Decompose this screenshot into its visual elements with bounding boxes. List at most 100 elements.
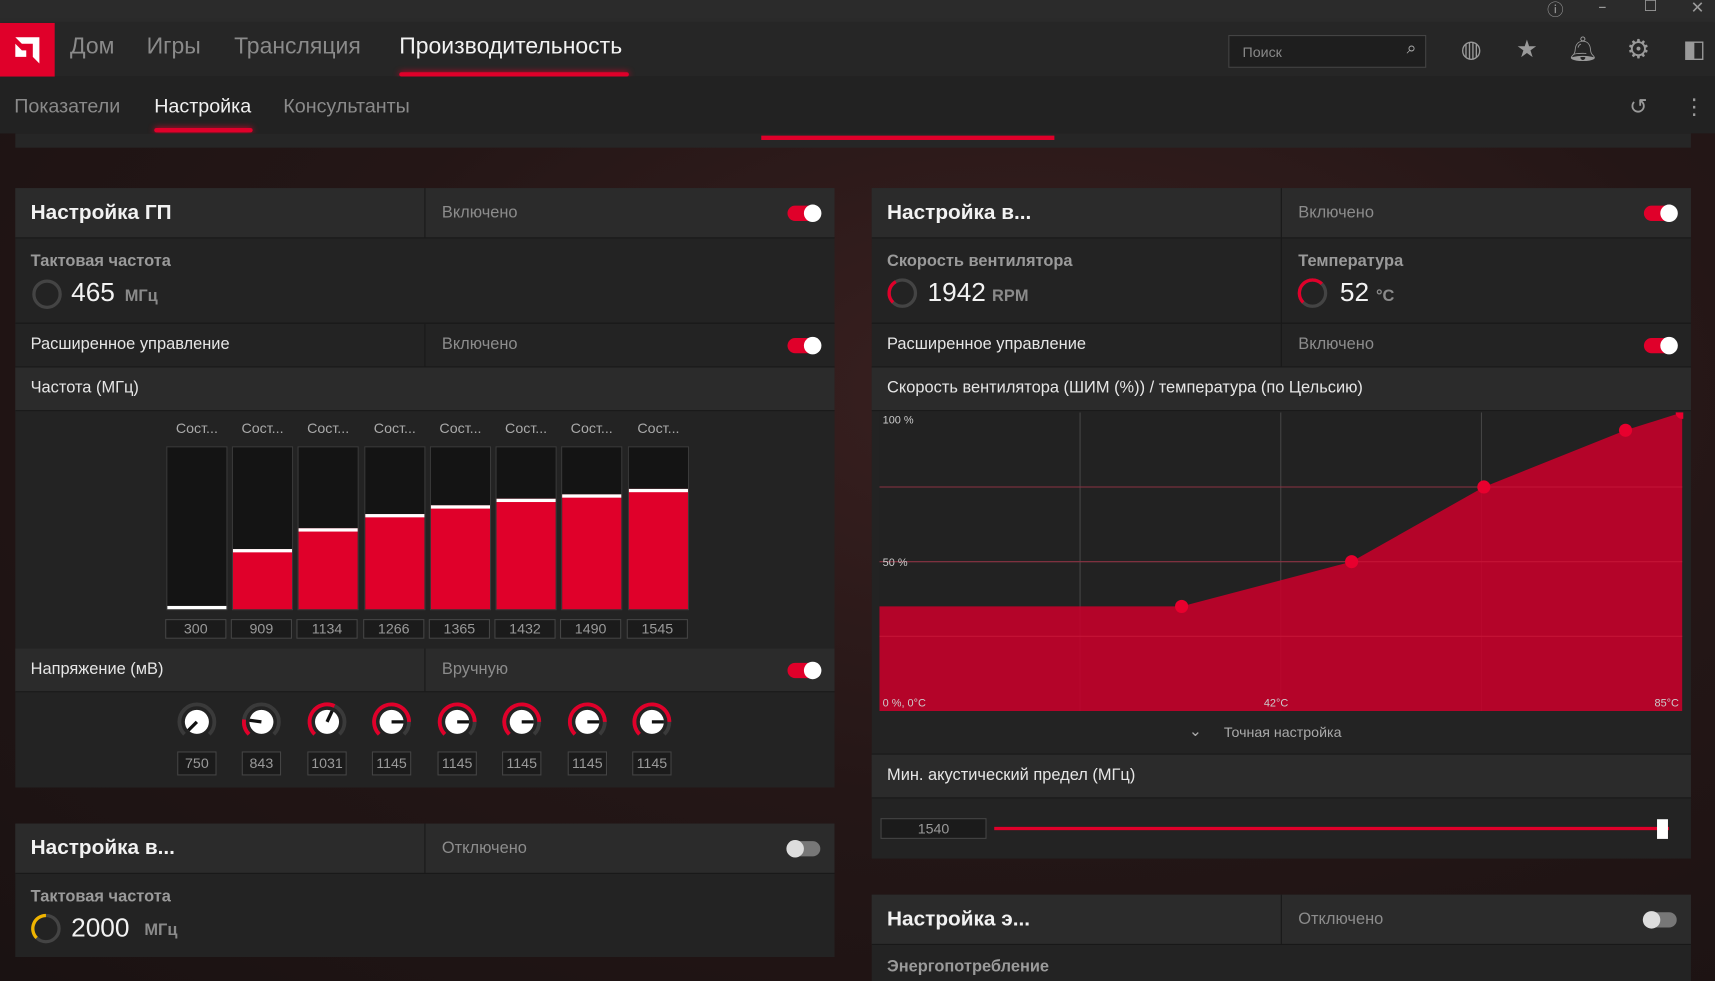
more-icon[interactable]: ⋮ [1683,92,1706,120]
power-tuning-panel: Настройка э... Отключено Энергопотреблен… [871,894,1691,981]
amd-logo[interactable] [0,22,55,78]
globe-icon[interactable]: ◍ [1460,36,1482,64]
fan-advanced-row: Расширенное управление Включено [871,323,1691,368]
voltage-value-input[interactable]: 1145 [371,751,412,776]
freq-state-bar[interactable] [627,446,690,611]
voltage-knob[interactable] [435,700,479,744]
fan-header: Настройка в... Включено [871,188,1691,239]
reset-icon[interactable]: ↺ [1629,92,1648,120]
advanced-toggle[interactable] [787,336,822,355]
freq-state-bar[interactable] [561,446,623,611]
clock-gauge-icon [32,279,62,309]
help-icon[interactable]: ⓘ [1547,0,1564,20]
voltage-value-input[interactable]: 1145 [567,751,608,776]
freq-value-input[interactable]: 1266 [363,619,425,639]
fan-advanced-toggle[interactable] [1643,336,1678,355]
voltage-knob[interactable] [370,700,414,744]
freq-value-input[interactable]: 1134 [296,619,358,639]
fan-curve-point[interactable] [1477,480,1491,494]
bar-fill[interactable] [562,494,622,610]
power-toggle[interactable] [1642,911,1677,929]
freq-value-input[interactable]: 1432 [494,619,556,639]
voltage-label: Напряжение (мВ) [30,659,164,679]
fan-curve-chart[interactable]: 100 % 50 % 0 %, 0°C 42°C 85°C [879,412,1684,712]
voltage-value-input[interactable]: 1145 [502,751,542,776]
acoustic-value-input[interactable]: 1540 [880,818,987,839]
nav-home[interactable]: Дом [70,33,115,60]
freq-state-bar[interactable] [231,446,294,611]
nav-performance[interactable]: Производительность [399,33,623,60]
partial-bar [761,135,1055,140]
freq-state-bar[interactable] [297,446,359,611]
freq-value-input[interactable]: 1545 [626,619,688,639]
acoustic-slider-thumb[interactable] [1656,819,1668,839]
freq-value-input[interactable]: 1365 [428,619,490,639]
gpu-toggle[interactable] [787,204,822,223]
bar-fill[interactable] [232,549,293,610]
freq-state-bar[interactable] [166,446,228,611]
chevron-down-icon[interactable]: ⌄ [1188,721,1202,740]
advanced-label: Расширенное управление [30,334,230,354]
voltage-header: Напряжение (мВ) Вручную [15,648,835,693]
bar-fill[interactable] [298,528,358,610]
acoustic-header: Мин. акустический предел (МГц) [871,754,1691,799]
freq-state-bar[interactable] [429,446,492,611]
fan-toggle[interactable] [1643,204,1678,223]
vram-toggle[interactable] [786,840,821,858]
nav-games[interactable]: Игры [146,33,201,60]
fan-advanced-status: Включено [1298,334,1374,354]
bar-fill[interactable] [365,514,425,610]
voltage-knob[interactable] [565,700,609,744]
bar-fill[interactable] [496,498,556,610]
acoustic-slider-track[interactable] [994,826,1670,831]
tab-advisors[interactable]: Консультанты [283,95,410,118]
voltage-value-input[interactable]: 1145 [632,751,672,776]
voltage-toggle[interactable] [787,661,822,680]
fan-chart-header: Скорость вентилятора (ШИМ (%)) / темпера… [871,367,1691,412]
voltage-knob[interactable] [305,700,349,744]
freq-value-input[interactable]: 909 [230,619,293,639]
bar-fill[interactable] [430,505,490,610]
voltage-knob[interactable] [630,700,674,744]
power-title: Настройка э... [887,907,1031,931]
fan-curve-point[interactable] [1175,599,1189,613]
search-input[interactable]: Поиск ⌕ [1228,35,1427,68]
bell-icon[interactable]: 🔔︎ [1567,36,1598,64]
fine-tune-label[interactable]: Точная настройка [1223,724,1342,741]
fan-curve-point[interactable] [1618,423,1633,437]
voltage-knob[interactable] [500,700,544,744]
voltage-knob[interactable] [240,700,284,744]
fine-tune-row[interactable]: ⌄ Точная настройка [871,713,1691,755]
star-icon[interactable]: ★ [1516,36,1538,64]
voltage-knob[interactable] [175,700,219,744]
freq-state-bar[interactable] [364,446,426,611]
bar-fill[interactable] [628,488,688,610]
state-label: Сост... [241,420,284,437]
voltage-value-input[interactable]: 1031 [307,751,347,776]
tab-metrics[interactable]: Показатели [14,95,121,118]
freq-value-input[interactable]: 300 [165,619,227,639]
vram-tuning-panel: Настройка в... Отключено Тактовая частот… [15,823,835,958]
tick-label: 85°C [1655,698,1680,710]
vram-title: Настройка в... [30,836,175,860]
freq-state-bar[interactable] [495,446,557,611]
voltage-value-input[interactable]: 843 [241,751,282,776]
fan-speed-value: 1942 [927,277,986,308]
maximize-icon[interactable]: ☐ [1643,0,1658,16]
sidebar-exit-icon[interactable]: ◧ [1682,36,1706,64]
tab-tuning[interactable]: Настройка [154,95,252,118]
fan-curve-point[interactable] [1675,412,1684,419]
voltage-value-input[interactable]: 1145 [437,751,477,776]
voltage-value-input[interactable]: 750 [177,751,217,776]
fan-curve-point[interactable] [1345,555,1359,569]
gear-icon[interactable]: ⚙ [1626,33,1651,65]
tick-label: 0 %, 0°C [883,698,926,710]
gpu-clock-row: Тактовая частота 465 МГц [15,238,835,324]
nav-streaming[interactable]: Трансляция [234,33,361,60]
close-icon[interactable]: ✕ [1690,0,1705,18]
bar-fill[interactable] [167,605,227,610]
freq-value-input[interactable]: 1490 [560,619,622,639]
search-icon[interactable]: ⌕ [1406,39,1417,58]
vram-gauge-icon [31,913,61,944]
minimize-icon[interactable]: – [1598,0,1607,17]
